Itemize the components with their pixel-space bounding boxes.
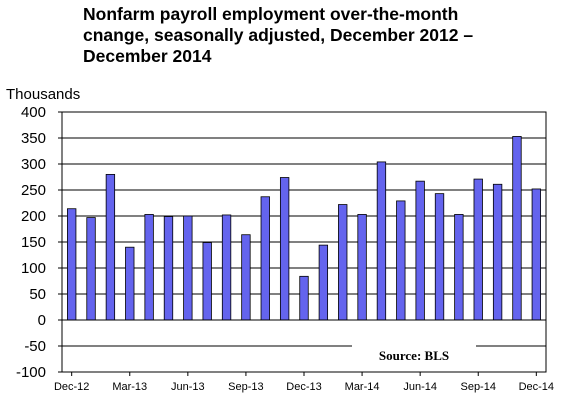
x-tick-label: Mar-14 <box>345 381 380 393</box>
y-tick-label: 100 <box>21 260 46 277</box>
bar-may-13 <box>163 216 174 321</box>
bar-sep-14 <box>473 178 483 321</box>
bar-jun-13 <box>183 215 193 321</box>
bar-oct-13 <box>260 196 270 321</box>
source-annotation-box <box>352 345 476 365</box>
source-annotation: Source: BLS <box>379 348 449 363</box>
chart-title-line: December 2014 <box>83 46 212 66</box>
bar-nov-14 <box>512 136 522 321</box>
bar-dec-14 <box>531 188 541 321</box>
x-tick-label: Dec-12 <box>54 381 89 393</box>
bar-apr-13 <box>144 214 154 321</box>
bar-may-14 <box>396 200 406 321</box>
bar-sep-13 <box>241 234 251 321</box>
bar-aug-14 <box>454 214 464 321</box>
chart-title-line: cnange, seasonally adjusted, December 20… <box>83 25 474 45</box>
bar-jun-14 <box>415 180 425 321</box>
x-tick-labels: Dec-12 Mar-13 Jun-13 Sep-13 Dec-13 Mar-14 Jun-… <box>54 381 554 393</box>
bar-feb-14 <box>338 204 348 321</box>
bar-jan-13 <box>86 217 96 321</box>
bar-dec-12 <box>67 208 77 321</box>
x-tick-label: Dec-13 <box>286 381 321 393</box>
chart-title: Nonfarm payroll employment over-the-mont… <box>83 4 563 67</box>
y-tick-label: 250 <box>21 182 46 199</box>
bar-jan-14 <box>318 244 329 321</box>
bar-aug-13 <box>221 214 232 321</box>
y-tick-label: 400 <box>21 104 46 121</box>
y-tick-label: 350 <box>21 130 46 147</box>
x-tick-label: Jun-13 <box>171 381 205 393</box>
y-tick-label: 150 <box>21 234 46 251</box>
bar-mar-13 <box>125 246 135 321</box>
y-tick-label: 0 <box>38 312 46 329</box>
bar-nov-13 <box>279 177 290 321</box>
bar-mar-14 <box>357 214 367 321</box>
bar-jul-13 <box>202 242 212 321</box>
y-tick-label: 200 <box>21 208 46 225</box>
axes <box>58 111 547 376</box>
y-tick-label: 50 <box>29 286 46 303</box>
bar-oct-14 <box>492 183 503 321</box>
chart-title-line: Nonfarm payroll employment over-the-mont… <box>83 4 459 24</box>
y-tick-label: -50 <box>24 338 46 355</box>
bar-dec-13 <box>299 275 309 321</box>
bar-feb-13 <box>105 173 116 321</box>
y-tick-labels: 400 350 300 250 200 150 100 50 0 -50 -100 <box>16 104 46 381</box>
x-tick-label: Jun-14 <box>403 381 437 393</box>
x-tick-label: Sep-14 <box>460 381 495 393</box>
x-tick-label: Sep-13 <box>228 381 263 393</box>
bar-jul-14 <box>434 193 445 321</box>
x-tick-label: Dec-14 <box>519 381 554 393</box>
y-tick-label: -100 <box>16 364 46 381</box>
y-axis-label: Thousands <box>6 86 81 103</box>
x-tick-label: Mar-13 <box>112 381 147 393</box>
bar-apr-14 <box>376 161 387 321</box>
y-tick-label: 300 <box>21 156 46 173</box>
